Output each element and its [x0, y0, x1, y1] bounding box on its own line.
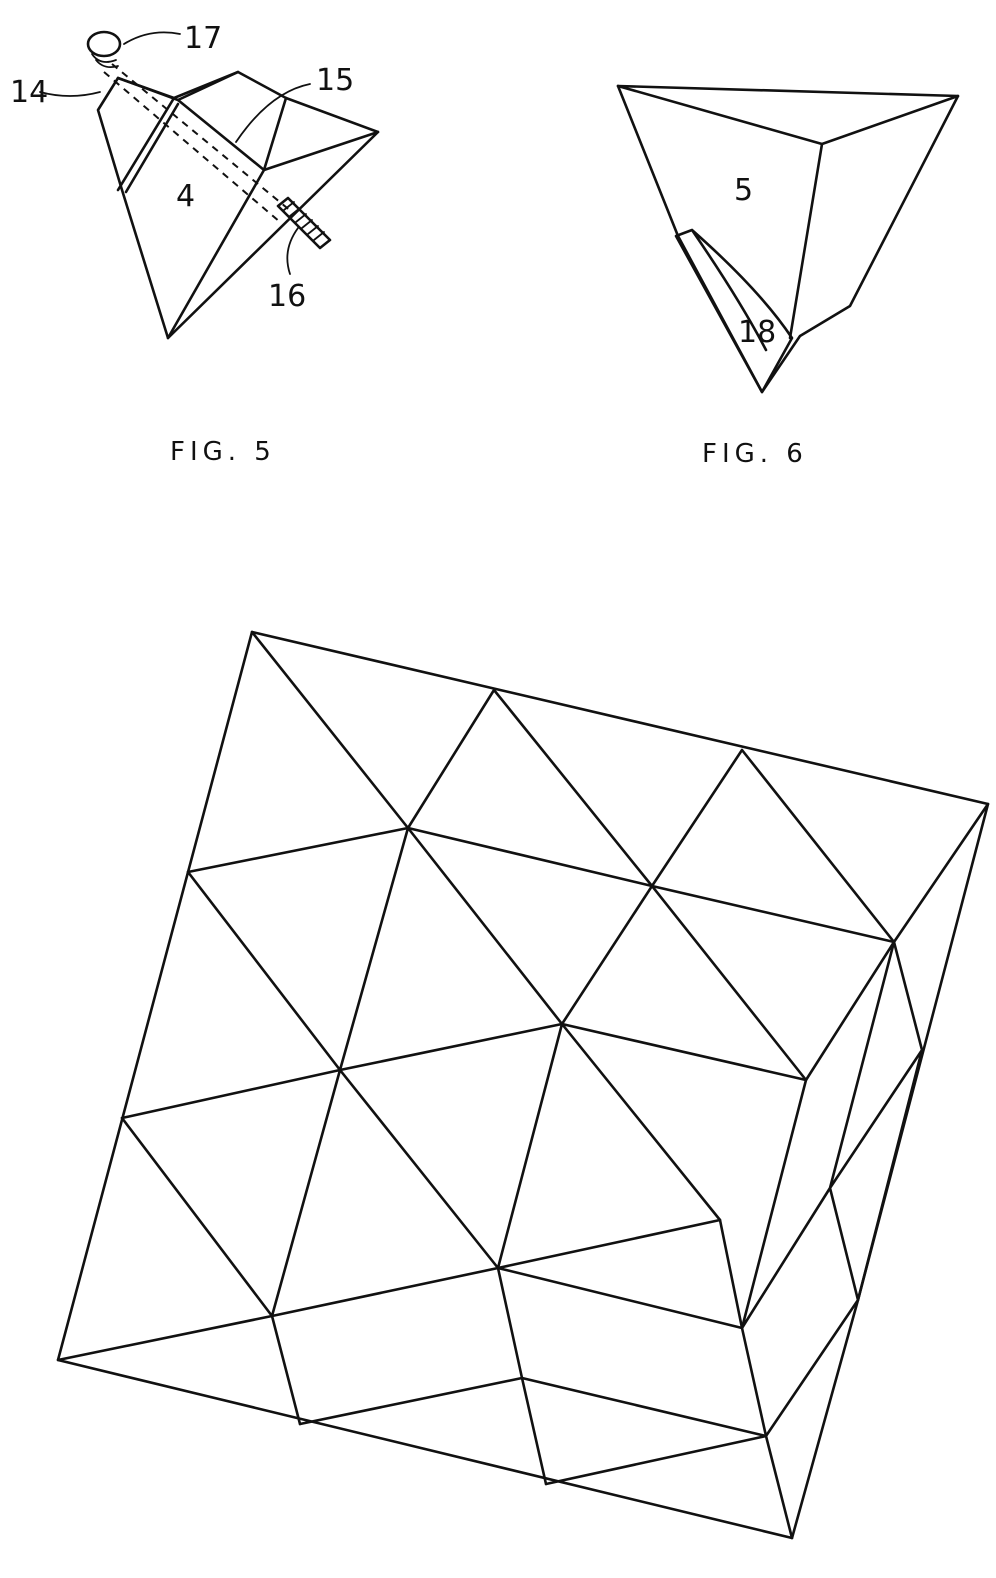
label-16: 16: [268, 279, 306, 314]
label-14: 14: [10, 75, 48, 110]
panel-grid-rows: [56, 826, 896, 1486]
label-5: 5: [734, 173, 753, 208]
bolt-head-icon: [86, 30, 122, 69]
figure-6: 5 18 FIG. 6: [616, 84, 960, 469]
threaded-bolt-icon: [276, 196, 332, 250]
fig6-caption: FIG. 6: [702, 439, 808, 469]
fig5-leader-14: [39, 91, 101, 97]
fig5-body-outline: [96, 70, 380, 340]
label-4: 4: [176, 179, 195, 214]
fig5-leader-16: [286, 227, 299, 275]
label-15: 15: [316, 63, 354, 98]
triangulated-panel-figure: [56, 630, 990, 1540]
fig6-ridges: [616, 84, 960, 340]
fig5-leader-15: [235, 83, 311, 143]
fig6-insert: [674, 228, 794, 394]
fig5-caption: FIG. 5: [170, 437, 276, 467]
figure-5: 17 14 15 4 16 FIG. 5: [10, 21, 380, 467]
label-17: 17: [184, 21, 222, 56]
fig5-leader-17: [123, 31, 181, 45]
label-18: 18: [738, 315, 776, 350]
fig5-ridges: [166, 96, 380, 340]
panel-grid-diagonals: [120, 630, 896, 1486]
fig5-flange: [116, 70, 240, 194]
panel-outline: [56, 630, 990, 1540]
